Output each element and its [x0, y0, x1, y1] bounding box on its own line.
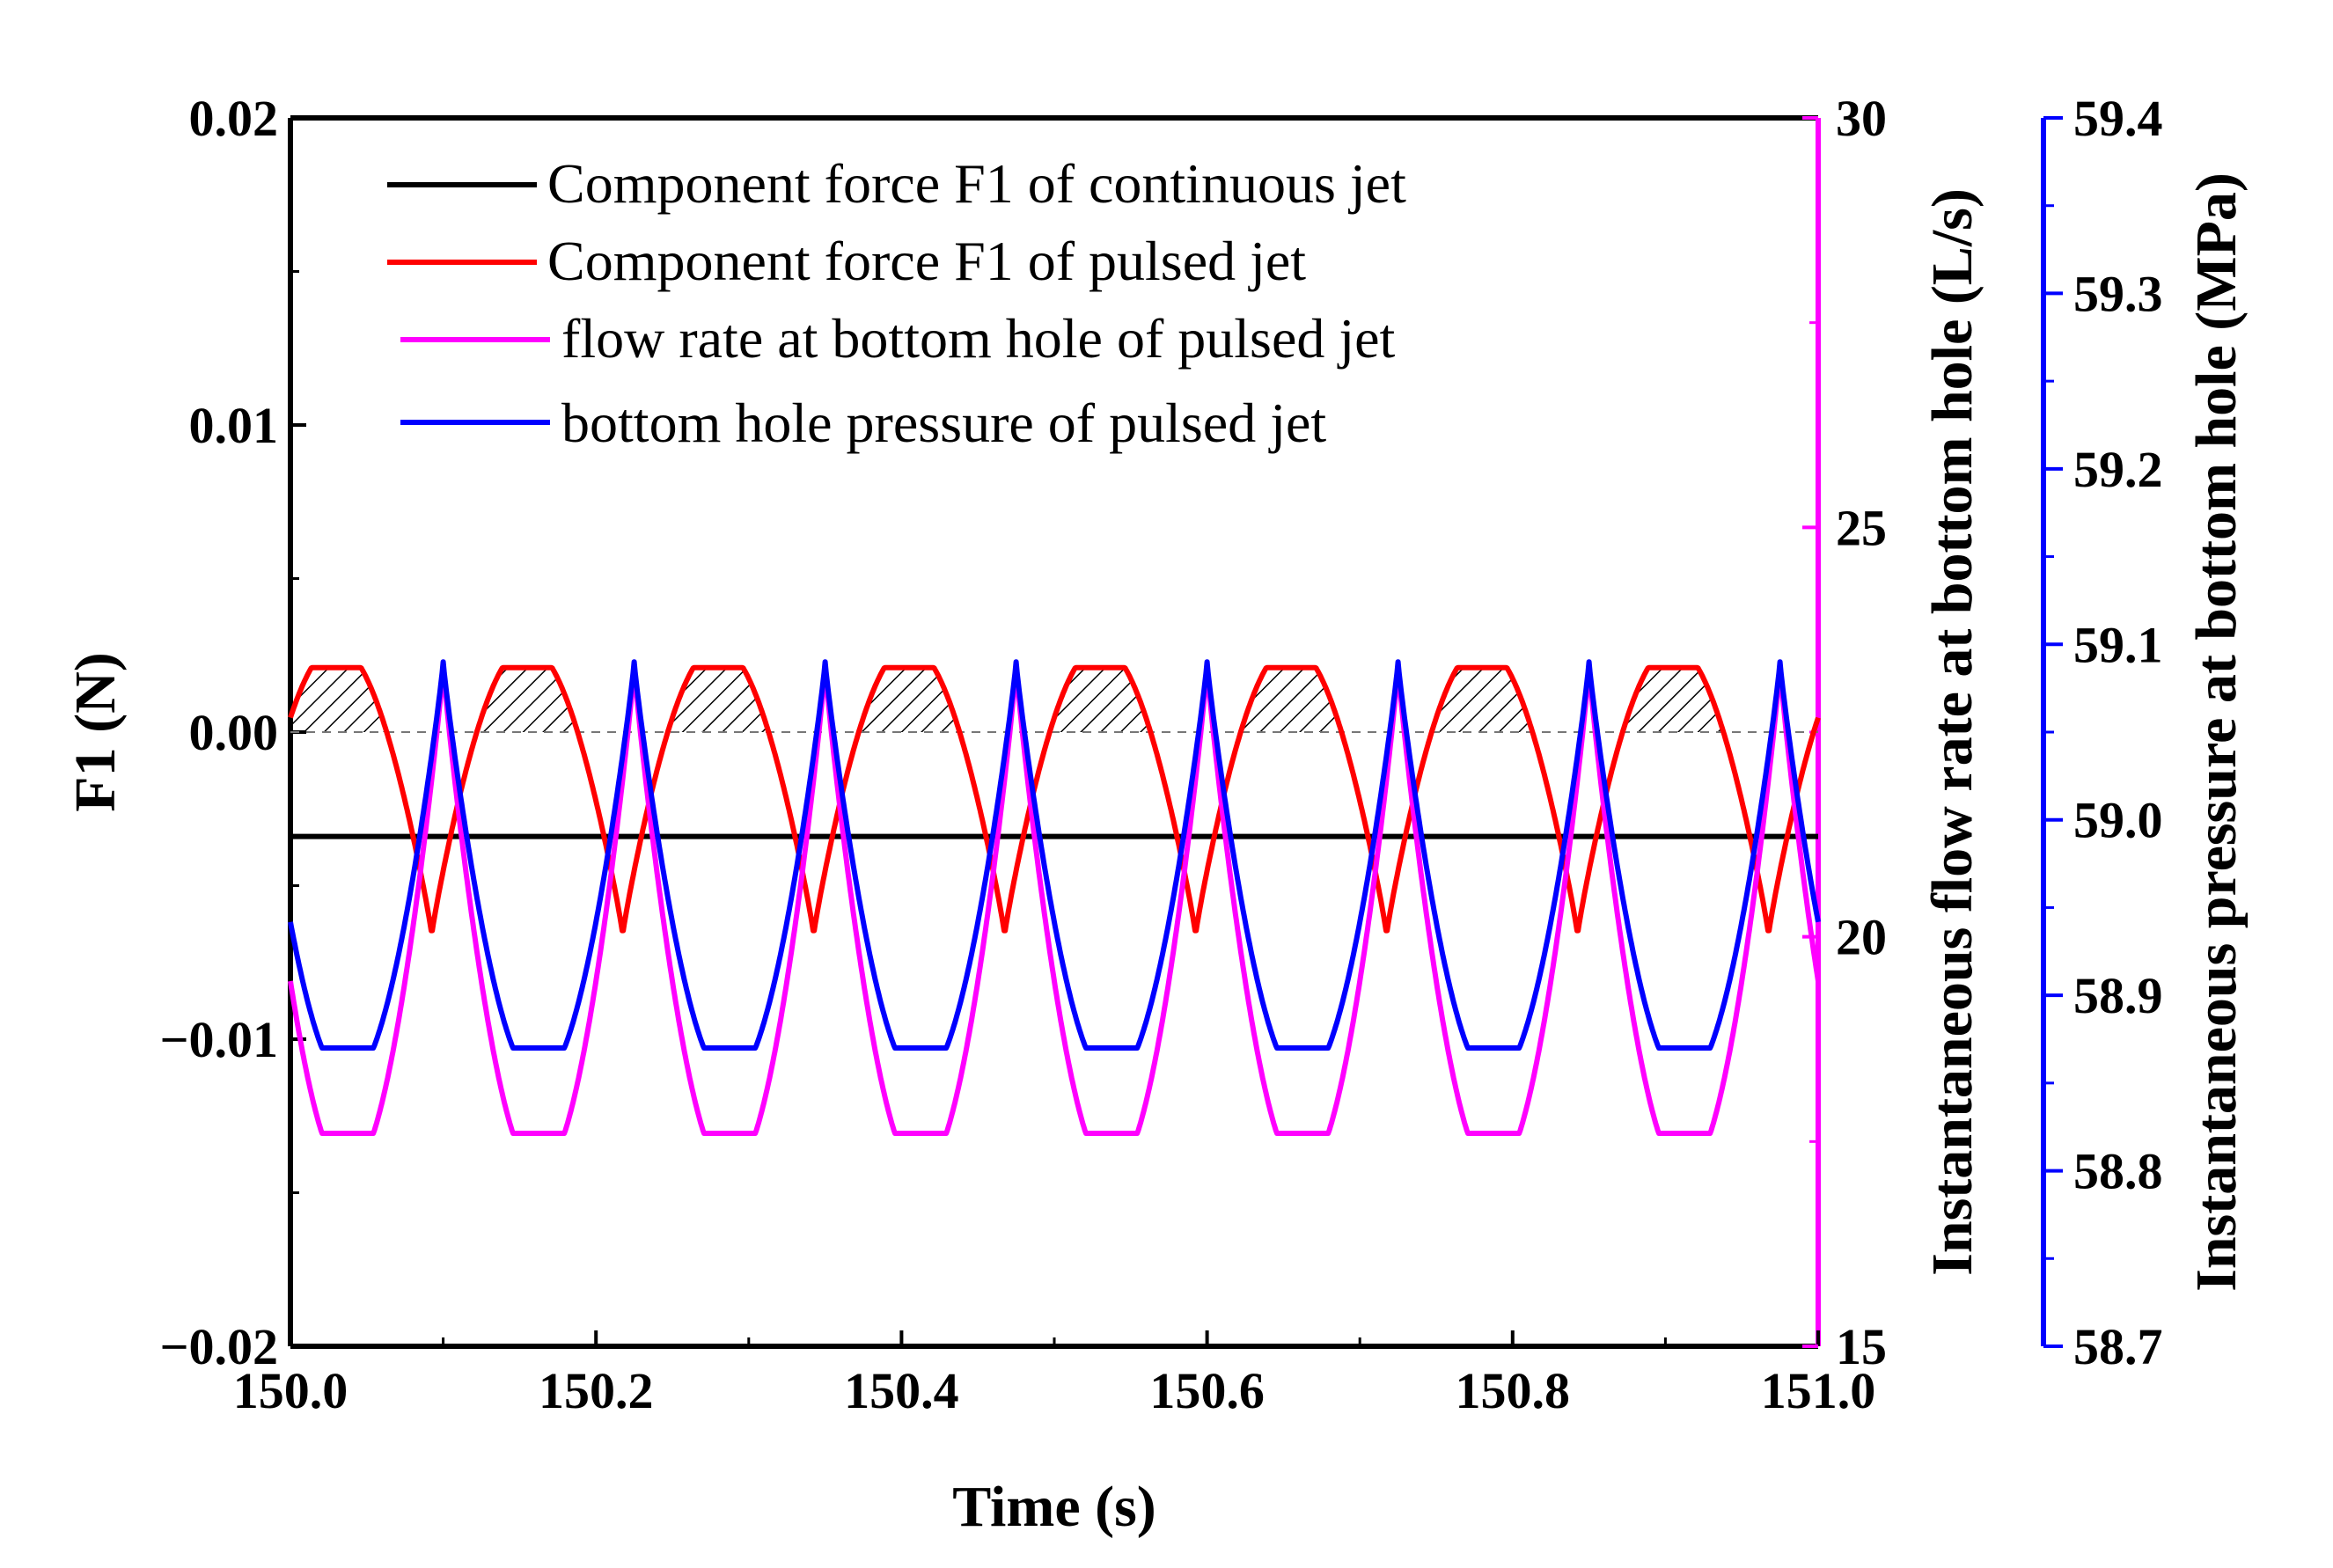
legend: Component force F1 of continuous jet Com…: [387, 152, 1406, 454]
y-axis-flow-title: Instantaneous flow rate at bottom hole (…: [1920, 188, 1985, 1276]
y-left-tick-label: −0.02: [159, 1318, 278, 1375]
y-left-tick-label: 0.00: [189, 704, 279, 761]
y-axis-flow-ticks: 30 25 20 15: [1802, 90, 1887, 1375]
hatch-region: [1623, 667, 1724, 732]
x-tick-label: 150.8: [1456, 1362, 1571, 1419]
hatch-region: [477, 667, 578, 732]
y-pressure-tick-label: 58.9: [2073, 967, 2163, 1024]
series-line-pressure: [288, 659, 1821, 1051]
y-pressure-tick-label: 59.1: [2073, 616, 2163, 673]
legend-label-pressure: bottom hole pressure of pulsed jet: [561, 392, 1326, 454]
hatch-region: [668, 667, 769, 732]
x-tick-label: 150.0: [233, 1362, 348, 1419]
y-axis-pressure-title: Instantaneous pressure at bottom hole (M…: [2184, 172, 2249, 1292]
x-axis-title: Time (s): [952, 1475, 1156, 1539]
hatch-region: [1432, 667, 1533, 732]
y-flow-tick-label: 15: [1836, 1318, 1887, 1375]
y-pressure-tick-label: 58.7: [2073, 1318, 2163, 1375]
hatch-region: [1241, 667, 1342, 732]
series-lines: [288, 659, 1821, 1136]
y-pressure-tick-label: 59.0: [2073, 792, 2163, 849]
x-tick-label: 150.4: [844, 1362, 959, 1419]
y-axis-left-title: F1 (N): [63, 652, 128, 811]
hatch-region: [859, 667, 960, 732]
hatch-region: [1050, 667, 1151, 732]
y-pressure-tick-label: 59.3: [2073, 265, 2163, 322]
x-tick-label: 151.0: [1761, 1362, 1876, 1419]
y-pressure-tick-label: 59.4: [2073, 90, 2163, 147]
legend-label-pulsed-force: Component force F1 of pulsed jet: [547, 230, 1306, 292]
y-left-tick-label: 0.01: [189, 397, 279, 454]
y-axis-pressure-ticks: 59.4 59.3 59.2 59.1 59.0 58.9 58.8 58.7: [2043, 90, 2163, 1375]
positive-force-hatch-regions: [290, 667, 1818, 732]
y-flow-tick-label: 25: [1836, 499, 1887, 556]
x-tick-label: 150.6: [1149, 1362, 1265, 1419]
y-pressure-tick-label: 58.8: [2073, 1143, 2163, 1200]
y-axis-left-ticks: 0.02 0.01 0.00 −0.01 −0.02: [159, 90, 306, 1375]
y-left-tick-label: 0.02: [189, 90, 279, 147]
y-left-tick-label: −0.01: [159, 1011, 278, 1068]
legend-label-continuous: Component force F1 of continuous jet: [547, 152, 1406, 215]
y-flow-tick-label: 20: [1836, 909, 1887, 966]
y-pressure-tick-label: 59.2: [2073, 441, 2163, 498]
series-line-flow-rate: [288, 663, 1821, 1136]
x-tick-label: 150.2: [539, 1362, 654, 1419]
legend-label-flow-rate: flow rate at bottom hole of pulsed jet: [561, 307, 1396, 370]
x-axis-ticks: 150.0 150.2 150.4 150.6 150.8 151.0: [233, 1330, 1876, 1419]
y-flow-tick-label: 30: [1836, 90, 1887, 147]
hatch-region: [290, 667, 387, 732]
